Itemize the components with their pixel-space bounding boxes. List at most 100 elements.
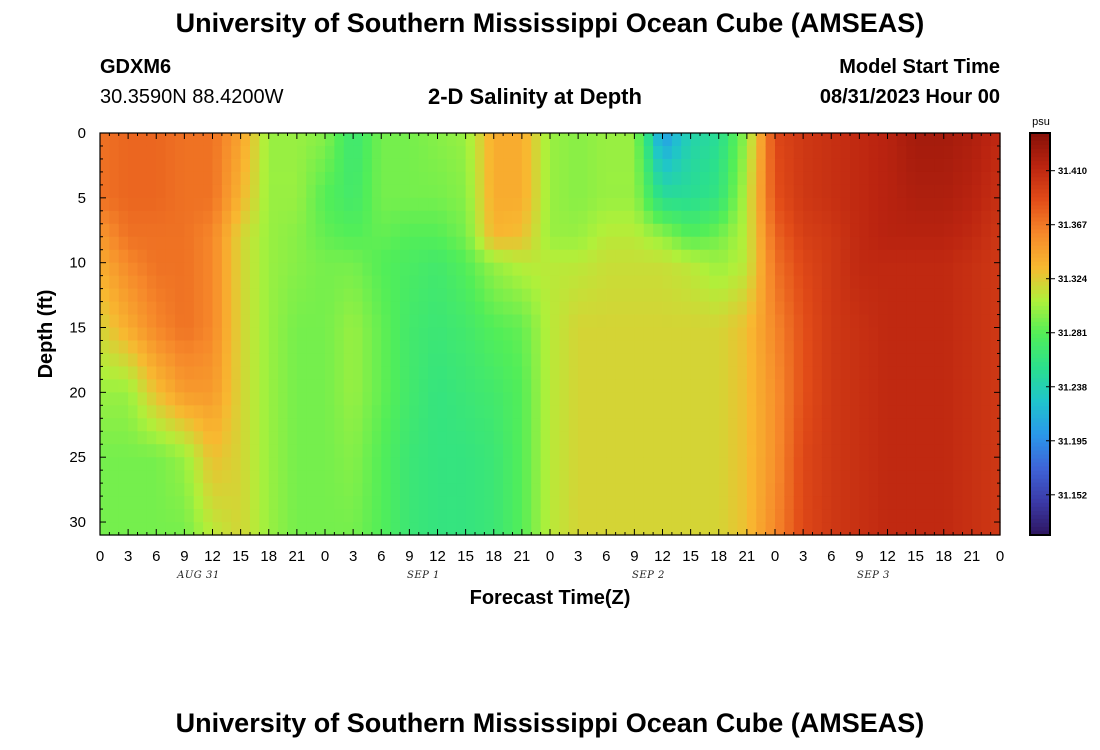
heatmap-cell: [793, 327, 804, 342]
heatmap-cell: [915, 210, 926, 225]
heatmap-cell: [221, 158, 232, 173]
heatmap-cell: [465, 171, 476, 186]
heatmap-cell: [756, 509, 767, 523]
heatmap-cell: [596, 236, 607, 251]
heatmap-cell: [953, 145, 964, 160]
heatmap-cell: [296, 327, 307, 342]
heatmap-cell: [268, 301, 279, 316]
heatmap-cell: [531, 418, 542, 432]
heatmap-cell: [353, 158, 364, 173]
heatmap-cell: [653, 184, 664, 199]
heatmap-cell: [521, 496, 532, 510]
colorbar-segment: [1030, 161, 1050, 166]
heatmap-cell: [184, 145, 195, 160]
heatmap-cell: [146, 184, 157, 199]
heatmap-cell: [381, 223, 392, 238]
heatmap-cell: [887, 158, 898, 173]
heatmap-cell: [550, 301, 560, 316]
heatmap-cell: [859, 210, 870, 225]
heatmap-cell: [400, 444, 410, 458]
heatmap-cell: [737, 405, 748, 419]
heatmap-cell: [606, 275, 617, 290]
heatmap-cell: [278, 483, 289, 497]
heatmap-cell: [109, 353, 120, 368]
heatmap-cell: [653, 288, 664, 303]
heatmap-cell: [746, 457, 757, 471]
heatmap-cell: [878, 262, 889, 277]
heatmap-cell: [521, 262, 532, 277]
heatmap-cell: [925, 470, 935, 484]
heatmap-cell: [756, 431, 767, 445]
heatmap-cell: [503, 184, 514, 199]
heatmap-cell: [203, 418, 214, 432]
heatmap-cell: [653, 133, 664, 147]
heatmap-cell: [315, 158, 326, 173]
heatmap-cell: [521, 392, 532, 406]
heatmap-cell: [531, 522, 542, 536]
heatmap-cell: [371, 418, 382, 432]
heatmap-cell: [896, 223, 907, 238]
heatmap-cell: [971, 340, 982, 355]
heatmap-cell: [362, 431, 373, 445]
heatmap-cell: [146, 353, 157, 368]
colorbar-segment: [1030, 189, 1050, 194]
heatmap-cell: [765, 444, 776, 458]
heatmap-cell: [859, 379, 870, 393]
heatmap-cell: [821, 522, 832, 536]
colorbar-segment: [1030, 494, 1050, 500]
heatmap-cell: [278, 470, 289, 484]
heatmap-cell: [493, 275, 504, 290]
heatmap-cell: [184, 327, 195, 342]
heatmap-cell: [268, 483, 279, 497]
heatmap-cell: [400, 418, 410, 432]
heatmap-cell: [550, 171, 560, 186]
colorbar-tick-label: 31.195: [1058, 436, 1088, 447]
heatmap-cell: [325, 301, 335, 316]
heatmap-cell: [465, 158, 476, 173]
heatmap-cell: [606, 223, 617, 238]
heatmap-cell: [278, 301, 289, 316]
heatmap-cell: [540, 197, 551, 212]
heatmap-cell: [296, 145, 307, 160]
colorbar-segment: [1030, 430, 1050, 436]
heatmap-cell: [259, 366, 270, 380]
heatmap-cell: [896, 353, 907, 368]
heatmap-cell: [521, 470, 532, 484]
heatmap-cell: [840, 301, 851, 316]
colorbar-segment: [1030, 478, 1050, 484]
heatmap-cell: [850, 327, 860, 342]
heatmap-cell: [606, 184, 617, 199]
colorbar-segment: [1030, 442, 1050, 448]
heatmap-cell: [156, 249, 167, 264]
heatmap-cell: [146, 145, 157, 160]
heatmap-cell: [850, 366, 860, 380]
heatmap-cell: [906, 483, 917, 497]
heatmap-cell: [521, 366, 532, 380]
heatmap-cell: [643, 509, 654, 523]
heatmap-cell: [737, 379, 748, 393]
heatmap-cell: [512, 522, 523, 536]
heatmap-cell: [850, 496, 860, 510]
heatmap-cell: [850, 210, 860, 225]
heatmap-cell: [334, 288, 345, 303]
heatmap-cell: [812, 366, 823, 380]
heatmap-cell: [381, 249, 392, 264]
heatmap-cell: [118, 470, 129, 484]
heatmap-cell: [315, 457, 326, 471]
heatmap-cell: [343, 249, 354, 264]
heatmap-cell: [915, 314, 926, 329]
heatmap-cell: [503, 145, 514, 160]
heatmap-cell: [700, 470, 710, 484]
heatmap-cell: [700, 236, 710, 251]
heatmap-cell: [493, 288, 504, 303]
heatmap-cell: [428, 171, 439, 186]
heatmap-cell: [662, 314, 673, 329]
heatmap-cell: [746, 392, 757, 406]
heatmap-cell: [156, 392, 167, 406]
heatmap-cell: [334, 262, 345, 277]
colorbar-segment: [1030, 157, 1050, 162]
heatmap-cell: [793, 470, 804, 484]
heatmap-cell: [231, 158, 242, 173]
heatmap-cell: [850, 184, 860, 199]
heatmap-cell: [231, 379, 242, 393]
